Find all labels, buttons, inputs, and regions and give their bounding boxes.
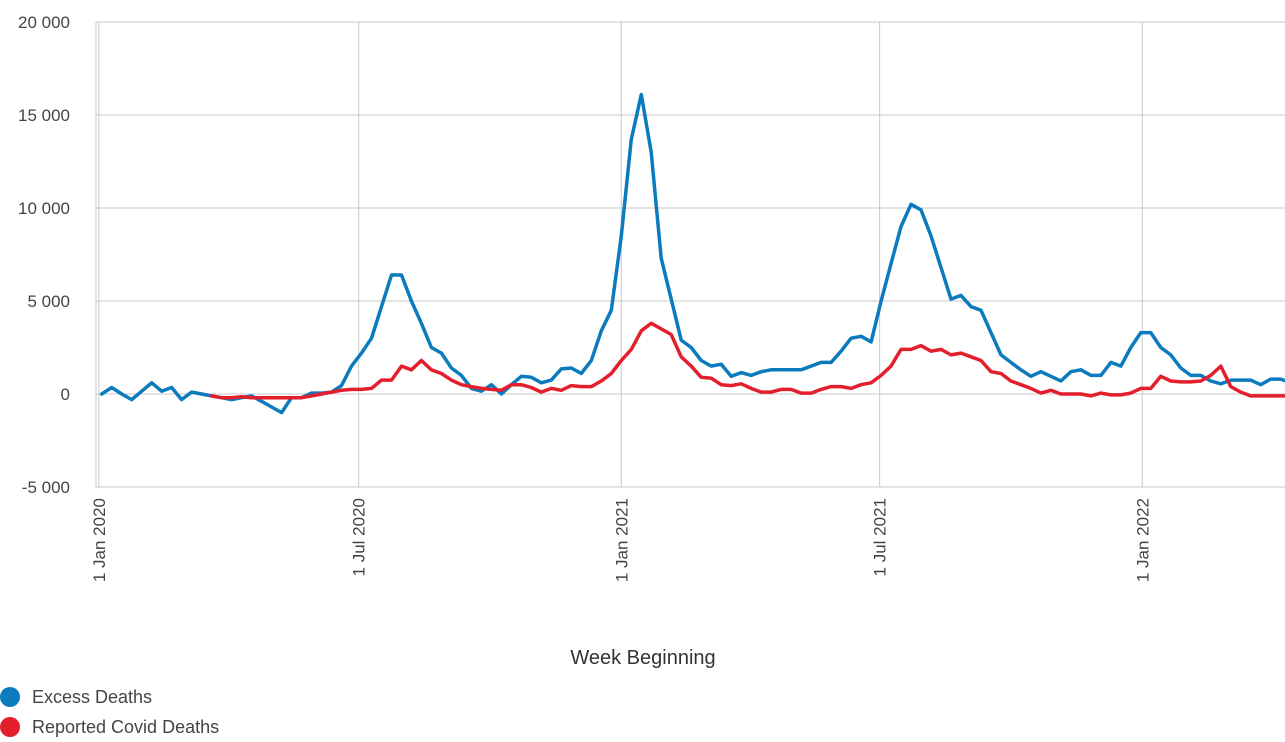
- y-tick-label: 20 000: [18, 13, 70, 32]
- x-tick-label: 1 Jan 2021: [612, 498, 631, 582]
- y-tick-label: 10 000: [18, 199, 70, 218]
- legend: Excess Deaths Reported Covid Deaths: [0, 682, 219, 742]
- legend-item-excess-deaths[interactable]: Excess Deaths: [0, 682, 219, 712]
- series-lines: [99, 92, 1285, 415]
- x-tick-label: 1 Jul 2020: [350, 498, 369, 576]
- y-tick-label: 0: [61, 385, 70, 404]
- grid: [95, 21, 1285, 488]
- legend-item-reported-covid-deaths[interactable]: Reported Covid Deaths: [0, 712, 219, 742]
- y-tick-label: -5 000: [22, 478, 70, 497]
- legend-marker-reported-covid-deaths: [0, 717, 20, 737]
- x-axis-label: Week Beginning: [570, 647, 715, 669]
- x-tick-label: 1 Jan 2022: [1133, 498, 1152, 582]
- y-tick-label: 15 000: [18, 106, 70, 125]
- y-axis-ticks: -5 000 0 5 000 10 000 15 000 20 000: [18, 13, 70, 497]
- legend-label-reported-covid-deaths: Reported Covid Deaths: [32, 716, 220, 737]
- line-chart: -5 000 0 5 000 10 000 15 000 20 000 1 Jan 202…: [18, 13, 1285, 669]
- series-line-reported-covid-deaths: [209, 321, 1285, 400]
- legend-label-excess-deaths: Excess Deaths: [32, 686, 153, 707]
- y-tick-label: 5 000: [27, 292, 70, 311]
- legend-marker-excess-deaths: [0, 687, 20, 707]
- x-tick-label: 1 Jul 2021: [871, 498, 890, 576]
- x-axis-ticks: 1 Jan 2020 1 Jul 2020 1 Jan 2021 1 Jul 2021…: [90, 498, 1152, 582]
- series-line-excess-deaths: [99, 92, 1285, 415]
- x-tick-label: 1 Jan 2020: [90, 498, 109, 582]
